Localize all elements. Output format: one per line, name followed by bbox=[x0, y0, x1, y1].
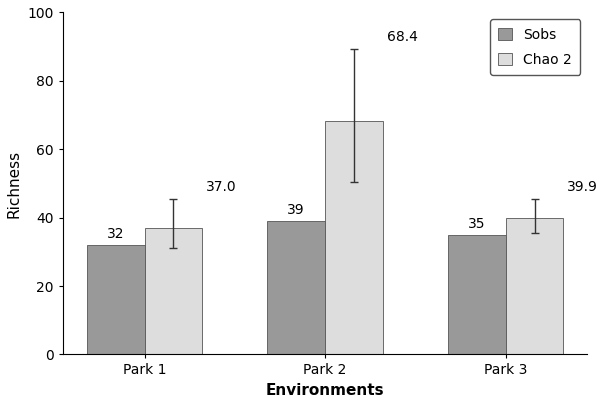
Bar bbox=[144, 228, 202, 354]
Bar bbox=[87, 245, 144, 354]
Text: 68.4: 68.4 bbox=[387, 30, 418, 44]
Y-axis label: Richness: Richness bbox=[7, 149, 22, 217]
Text: 37.0: 37.0 bbox=[206, 180, 237, 194]
X-axis label: Environments: Environments bbox=[266, 383, 384, 398]
Bar bbox=[267, 221, 325, 354]
Text: 35: 35 bbox=[468, 217, 486, 231]
Bar bbox=[448, 235, 506, 354]
Legend: Sobs, Chao 2: Sobs, Chao 2 bbox=[490, 19, 580, 75]
Text: 39: 39 bbox=[287, 203, 305, 217]
Bar bbox=[506, 218, 563, 354]
Text: 39.9: 39.9 bbox=[567, 180, 598, 194]
Bar bbox=[325, 121, 383, 354]
Text: 32: 32 bbox=[107, 227, 124, 241]
